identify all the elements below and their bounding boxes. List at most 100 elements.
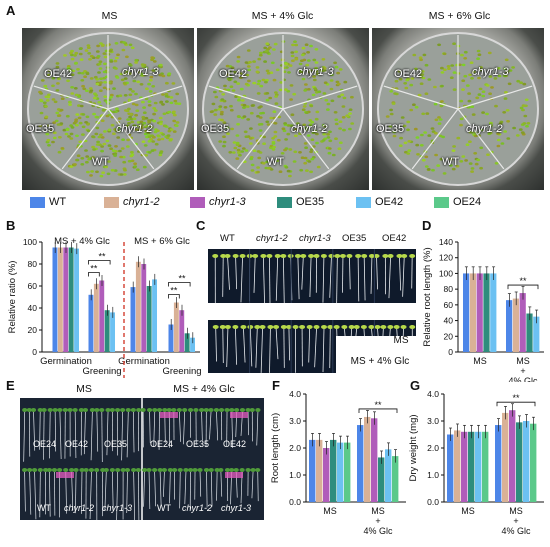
seedling-dot	[350, 95, 354, 99]
seedling-dot	[309, 150, 313, 154]
seedling-leaf	[37, 468, 43, 472]
seedling-dot	[135, 109, 140, 112]
seedling-dot	[272, 110, 277, 113]
seedling-dot	[169, 101, 174, 105]
seedling-dot	[308, 119, 313, 122]
seedling-dot	[392, 130, 397, 134]
seedling-dot	[131, 102, 136, 106]
seedling-dot	[284, 166, 289, 169]
root-strand	[183, 411, 186, 445]
cotyledon	[327, 325, 334, 329]
seedling-dot	[91, 156, 96, 159]
seedling-dot	[85, 115, 90, 119]
seedling-dot	[459, 123, 463, 127]
seedling-leaf	[63, 468, 69, 472]
seedling-dot	[159, 100, 164, 104]
seedling-leaf	[57, 468, 63, 472]
seedling-dot	[278, 170, 283, 173]
seedling-dot	[168, 138, 173, 142]
seedling-dot	[288, 148, 293, 151]
seedling-dot	[118, 149, 122, 153]
seedling-dot	[130, 150, 134, 154]
seedling-dot	[293, 128, 298, 131]
seedling-leaf	[229, 408, 235, 412]
seedling-leaf	[245, 468, 251, 472]
seedling-dot	[245, 73, 250, 77]
seedling-dot	[152, 119, 157, 123]
seedling-leaf	[120, 408, 126, 412]
seedling-dot	[102, 142, 107, 146]
plate-sector-label: chyr1-3	[472, 66, 509, 78]
root-strand	[402, 256, 405, 297]
sector-line	[236, 108, 284, 170]
root-strand	[309, 256, 312, 297]
cotyledon	[341, 325, 348, 329]
bar	[519, 293, 526, 352]
seedling-dot	[128, 115, 132, 119]
seedling-dot	[81, 113, 86, 116]
seedling-dot	[418, 56, 423, 59]
seedling-dot	[315, 132, 319, 136]
seedling-dot	[163, 124, 168, 128]
seedling-dot	[287, 71, 291, 74]
y-tick-label: 2.0	[289, 443, 301, 453]
bar	[316, 439, 323, 502]
seedling-dot	[128, 72, 133, 75]
cotyledon	[252, 254, 259, 258]
seedling-dot	[459, 99, 464, 103]
plate-sector-label: chyr1-2	[466, 123, 503, 135]
root-strand	[282, 256, 285, 303]
seedling-dot	[133, 165, 138, 168]
sector-line	[107, 108, 155, 170]
x-tick-label: MS	[473, 356, 487, 366]
seedling-dot	[276, 138, 281, 142]
seedling-dot	[52, 121, 57, 124]
cotyledon	[294, 254, 301, 258]
seedling-dot	[301, 46, 306, 50]
seedling-dot	[151, 85, 156, 88]
seedling-dot	[295, 122, 300, 125]
cotyledon	[313, 254, 320, 258]
cotyledon	[409, 325, 416, 329]
bar	[512, 298, 519, 352]
seedling-dot	[144, 97, 149, 101]
seedling-dot	[79, 104, 84, 108]
seedling-dot	[65, 128, 70, 131]
y-tick-label: 4.0	[289, 389, 301, 399]
seedling-dot	[284, 62, 289, 66]
seedling-dot	[326, 133, 330, 136]
seedling-dot	[47, 73, 51, 77]
seedling-dot	[294, 43, 299, 47]
seedling-dot	[522, 122, 527, 125]
seedling-dot	[419, 58, 423, 62]
seedling-dot	[413, 127, 418, 131]
seedling-dot	[146, 131, 151, 134]
seedling-dot	[261, 78, 266, 82]
seedling-dot	[268, 96, 273, 100]
root-strand	[297, 256, 300, 300]
seedling-dot	[394, 79, 399, 83]
seedling-dot	[125, 70, 130, 73]
seedling-dot	[350, 122, 355, 125]
seedling-dot	[85, 89, 89, 92]
seedling-dot	[271, 148, 276, 151]
seedling-dot	[290, 51, 295, 54]
seedling-dot	[479, 146, 484, 150]
seedling-dot	[309, 148, 314, 151]
seedling-dot	[437, 122, 442, 125]
seedling-dot	[110, 123, 115, 127]
seedling-header-chyr1-3: chyr1-3	[299, 233, 331, 244]
seedling-dot	[103, 95, 108, 98]
seedling-dot	[70, 53, 74, 57]
seedling-dot	[141, 140, 146, 143]
root-strand	[399, 256, 402, 291]
seedling-dot	[477, 93, 482, 96]
seedling-dot	[143, 144, 148, 147]
seedling-dot	[273, 130, 278, 134]
seedling-dot	[502, 111, 507, 114]
seedling-dot	[322, 69, 327, 72]
seedling-dot	[304, 83, 308, 86]
seedling-dot	[265, 69, 270, 73]
x-tick-label: Germination	[40, 356, 92, 367]
